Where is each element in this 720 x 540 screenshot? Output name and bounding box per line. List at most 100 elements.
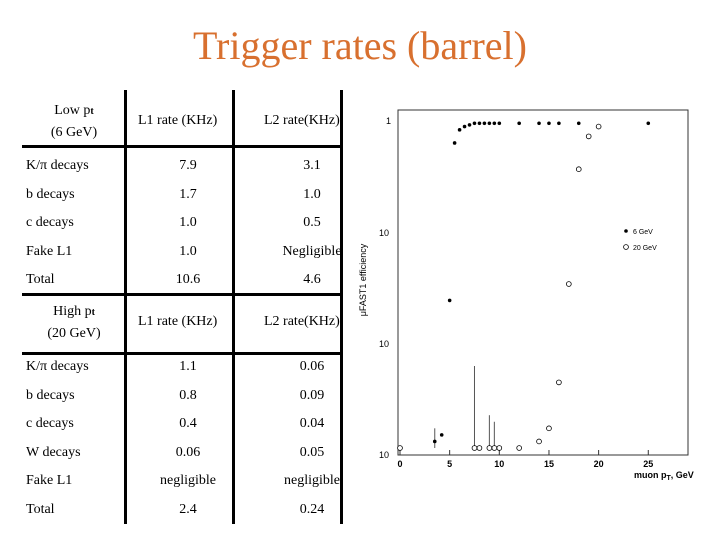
- threshold-value: (20 GeV): [47, 325, 101, 341]
- row-l1: 10.6: [175, 272, 201, 288]
- data-point-6gev: [432, 439, 437, 444]
- row-name: c decays: [26, 215, 74, 231]
- row-l1: 0.4: [179, 416, 197, 432]
- data-point-6gev: [557, 121, 561, 126]
- data-point-6gev: [492, 121, 497, 126]
- table-header-row: Low pt (6 GeV) L1 rate (KHz) L2 rate(KHz…: [22, 90, 374, 152]
- data-point-20gev: [595, 123, 602, 130]
- row-name: Total: [26, 272, 55, 288]
- header-l2-rate: L2 rate(KHz): [264, 113, 340, 128]
- data-point-20gev: [575, 166, 582, 172]
- row-l1: 1.0: [179, 243, 197, 259]
- efficiency-plot: μFAST1 efficiency 1 10 10 10 0 5 10 15 20 25 …: [358, 109, 694, 482]
- table-row: Total 10.6 4.6: [22, 266, 374, 295]
- error-bars: [434, 366, 495, 448]
- header-l1-rate: L1 rate (KHz): [138, 113, 218, 128]
- row-l1: 1.7: [179, 186, 197, 202]
- header-threshold: High pt (20 GeV): [22, 291, 126, 353]
- row-l2: 0.06: [299, 359, 325, 375]
- high-pt-rates-table: High pt (20 GeV) L1 rate (KHz) L2 rate(K…: [22, 291, 374, 524]
- header-threshold: Low pt (6 GeV): [22, 90, 126, 152]
- x-axis-ticks: 0 5 10 15 20 25: [397, 450, 653, 469]
- table-row: Fake L1 1.0 Negligible: [22, 238, 374, 267]
- x-tick-label: 10: [494, 459, 504, 469]
- data-point-6gev: [472, 121, 477, 126]
- table-rule-section-break: [22, 293, 343, 296]
- table-row: Total 2.4 0.24: [22, 496, 374, 525]
- data-point-20gev: [491, 445, 498, 451]
- data-point-6gev: [457, 128, 462, 132]
- table-header-row: High pt (20 GeV) L1 rate (KHz) L2 rate(K…: [22, 291, 374, 353]
- row-name: Total: [26, 501, 55, 517]
- row-name: K/π decays: [26, 158, 89, 174]
- row-l1: 7.9: [179, 158, 197, 174]
- data-point-20gev: [496, 445, 503, 451]
- data-point-6gev: [462, 124, 467, 129]
- data-point-20gev: [486, 445, 493, 451]
- header-l1-rate: L1 rate (KHz): [138, 314, 218, 329]
- data-point-6gev: [646, 121, 651, 126]
- row-l1: 0.06: [175, 444, 201, 460]
- row-l2: 3.1: [303, 158, 321, 174]
- y-axis-label: μFAST1 efficiency: [358, 243, 368, 316]
- plot-frame: [397, 109, 689, 456]
- threshold-subscript: t: [91, 306, 95, 318]
- threshold-label: High p: [53, 303, 92, 319]
- x-tick-label: 25: [643, 459, 653, 469]
- data-point-20gev: [556, 379, 562, 386]
- row-name: c decays: [26, 416, 74, 432]
- table-row: b decays 1.7 1.0: [22, 181, 374, 210]
- x-axis-label: muon pT, GeV: [634, 470, 694, 482]
- table-rule-high-header: [22, 352, 343, 355]
- row-name: b decays: [26, 387, 75, 403]
- y-tick-label: 10: [379, 450, 389, 460]
- row-l1: 0.8: [179, 387, 197, 403]
- threshold-label: Low p: [54, 102, 91, 118]
- data-point-6gev: [497, 121, 502, 126]
- row-name: Fake L1: [26, 243, 73, 259]
- x-tick-label: 0: [397, 459, 402, 469]
- x-tick-label: 20: [594, 459, 604, 469]
- data-point-20gev: [471, 445, 478, 451]
- series-6gev: [398, 121, 651, 450]
- row-l2: 0.04: [299, 416, 325, 432]
- row-l2: 0.09: [299, 387, 325, 403]
- threshold-value: (6 GeV): [50, 124, 98, 140]
- row-l2: Negligible: [282, 243, 342, 259]
- data-point-6gev: [452, 141, 457, 145]
- data-point-6gev: [467, 123, 472, 127]
- table-row: c decays 0.4 0.04: [22, 410, 374, 439]
- legend-label-20gev: 20 GeV: [633, 245, 657, 252]
- data-point-20gev: [546, 425, 552, 432]
- row-l2: 0.5: [303, 215, 321, 231]
- y-tick-label: 10: [379, 339, 389, 349]
- data-point-20gev: [566, 281, 572, 287]
- data-point-20gev: [536, 438, 542, 445]
- low-pt-rates-table: Low pt (6 GeV) L1 rate (KHz) L2 rate(KHz…: [22, 90, 374, 295]
- data-point-6gev: [439, 433, 444, 437]
- table-divider-left: [124, 90, 127, 524]
- data-point-6gev: [482, 121, 487, 126]
- table-divider-mid: [232, 90, 235, 524]
- row-name: W decays: [26, 444, 81, 460]
- row-l2: 4.6: [303, 272, 321, 288]
- table-divider-right: [340, 90, 343, 524]
- row-name: Fake L1: [26, 473, 73, 489]
- legend: 6 GeV 20 GeV: [623, 229, 657, 252]
- data-point-6gev: [547, 121, 551, 126]
- row-l2: 1.0: [303, 186, 321, 202]
- data-point-6gev: [447, 298, 452, 303]
- slide-title: Trigger rates (barrel): [193, 23, 527, 68]
- threshold-subscript: t: [90, 105, 94, 117]
- table-row: K/π decays 7.9 3.1: [22, 152, 374, 181]
- data-point-20gev: [476, 445, 483, 451]
- table-rule-low-header: [22, 145, 343, 148]
- header-l2-rate: L2 rate(KHz): [264, 314, 340, 329]
- series-20gev: [397, 123, 602, 451]
- data-point-20gev: [397, 445, 403, 451]
- legend-marker-6gev: [624, 229, 628, 233]
- table-row: Fake L1 negligible negligible: [22, 467, 374, 496]
- data-point-6gev: [517, 121, 521, 126]
- data-point-6gev: [537, 121, 541, 126]
- data-point-20gev: [516, 445, 522, 451]
